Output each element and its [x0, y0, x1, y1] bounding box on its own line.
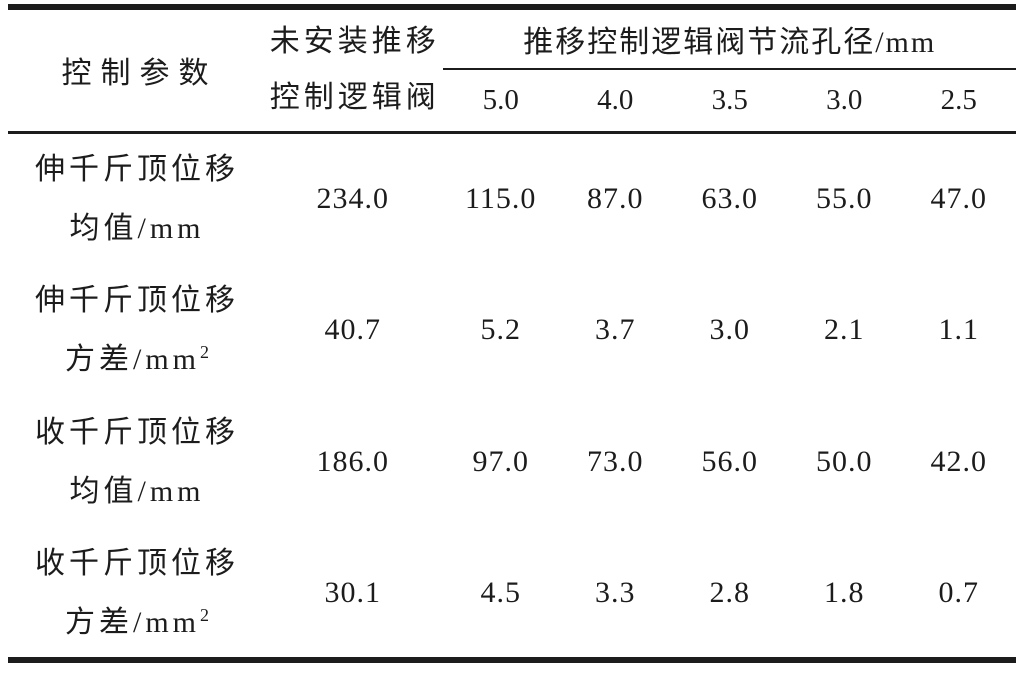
row-label-line1: 伸千斤顶位移 — [35, 152, 239, 186]
cell-value-3.0: 50.0 — [815, 445, 873, 478]
row-label-unit: 均值/mm — [69, 211, 205, 245]
row-label-line1: 伸千斤顶位移 — [35, 284, 239, 317]
row-label-unit: 方差/mm — [65, 605, 201, 639]
cell-value-3.5: 63.0 — [701, 181, 758, 215]
header-no-valve-line1: 未安装推移 — [269, 25, 440, 59]
cell-value-3.0: 2.1 — [823, 313, 865, 346]
cell-value-5.0: 5.2 — [480, 313, 521, 346]
cell-value-4.0: 73.0 — [586, 445, 644, 478]
row-label-line2: 方差/mm2 — [12, 330, 262, 389]
row-label: 伸千斤顶位移 方差/mm2 — [8, 264, 262, 396]
header-no-valve-installed: 未安装推移 控制逻辑阀 — [262, 7, 443, 132]
row-label-line2: 均值/mm — [12, 462, 262, 521]
row-label-superscript: 2 — [200, 604, 210, 625]
row-label-superscript: 2 — [200, 342, 210, 362]
header-control-parameter: 控制参数 — [61, 57, 218, 91]
row-label: 伸千斤顶位移 均值/mm — [8, 132, 262, 264]
cell-value-5.0: 97.0 — [472, 445, 529, 478]
cell-value-3.0: 1.8 — [823, 575, 865, 609]
table-row-retract-variance: 收千斤顶位移 方差/mm2 30.1 4.5 3.3 2.8 1.8 0.7 — [8, 528, 1016, 660]
control-parameters-table: 控制参数 未安装推移 控制逻辑阀 推移控制逻辑阀节流孔径/mm 5.0 4.0 … — [8, 4, 1016, 663]
row-label: 收千斤顶位移 方差/mm2 — [8, 528, 262, 660]
cell-value-5.0: 4.5 — [480, 575, 521, 609]
row-label-line1: 收千斤顶位移 — [35, 416, 239, 449]
table-body: 伸千斤顶位移 均值/mm 234.0 115.0 87.0 63.0 55.0 … — [8, 132, 1016, 660]
cell-value-2.5: 42.0 — [930, 445, 987, 478]
header-row-top: 控制参数 未安装推移 控制逻辑阀 推移控制逻辑阀节流孔径/mm — [8, 7, 1016, 114]
header-orifice-5.0: 5.0 — [482, 83, 519, 116]
header-orifice-3.5: 3.5 — [711, 83, 748, 116]
row-label-line2: 均值/mm — [12, 199, 262, 258]
row-label-unit: 方差/mm — [65, 343, 201, 376]
cell-value-3.5: 56.0 — [701, 445, 758, 478]
paper-table-region: 控制参数 未安装推移 控制逻辑阀 推移控制逻辑阀节流孔径/mm 5.0 4.0 … — [8, 4, 1016, 663]
header-orifice-4.0: 4.0 — [597, 83, 634, 116]
cell-value-5.0: 115.0 — [465, 181, 537, 215]
header-orifice-3.0: 3.0 — [826, 83, 863, 116]
cell-no-valve-value: 186.0 — [316, 445, 389, 478]
cell-value-4.0: 3.3 — [594, 575, 636, 609]
table-row-extend-variance: 伸千斤顶位移 方差/mm2 40.7 5.2 3.7 3.0 2.1 1.1 — [8, 264, 1016, 396]
cell-value-2.5: 47.0 — [930, 181, 987, 215]
row-label-line2: 方差/mm2 — [12, 593, 262, 652]
cell-value-3.5: 3.0 — [709, 313, 750, 346]
row-label-unit: 均值/mm — [69, 475, 205, 508]
row-label-line1: 收千斤顶位移 — [35, 546, 239, 580]
row-label: 收千斤顶位移 均值/mm — [8, 396, 262, 528]
cell-value-4.0: 3.7 — [594, 313, 636, 346]
header-orifice-2.5: 2.5 — [940, 83, 977, 116]
header-no-valve-line2: 控制逻辑阀 — [269, 81, 440, 115]
cell-value-2.5: 0.7 — [938, 575, 979, 609]
cell-value-3.0: 55.0 — [815, 181, 873, 215]
cell-value-3.5: 2.8 — [709, 575, 750, 609]
cell-no-valve-value: 30.1 — [324, 575, 381, 609]
cell-value-2.5: 1.1 — [938, 313, 979, 346]
header-orifice-diameter-group: 推移控制逻辑阀节流孔径/mm — [443, 7, 1016, 70]
cell-value-4.0: 87.0 — [586, 181, 644, 215]
cell-no-valve-value: 40.7 — [324, 313, 381, 346]
table-row-extend-mean: 伸千斤顶位移 均值/mm 234.0 115.0 87.0 63.0 55.0 … — [8, 132, 1016, 264]
header-row-sub: 5.0 4.0 3.5 3.0 2.5 — [8, 69, 1016, 132]
table-header: 控制参数 未安装推移 控制逻辑阀 推移控制逻辑阀节流孔径/mm 5.0 4.0 … — [8, 7, 1016, 132]
cell-no-valve-value: 234.0 — [316, 181, 389, 215]
table-row-retract-mean: 收千斤顶位移 均值/mm 186.0 97.0 73.0 56.0 50.0 4… — [8, 396, 1016, 528]
